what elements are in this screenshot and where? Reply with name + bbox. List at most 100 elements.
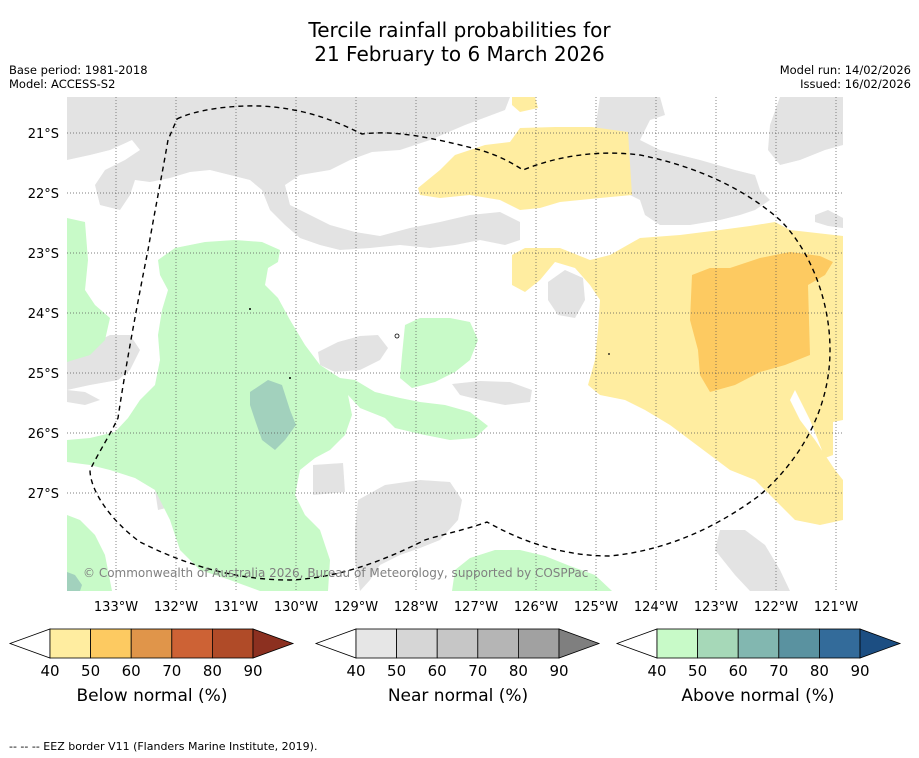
island-marker-4 [608,353,610,355]
colorbar-tick-label: 40 [647,662,666,680]
colorbar-tick-label: 80 [810,662,829,680]
lat-label: 24°S [28,307,59,322]
colorbar-segment [396,628,438,659]
lat-label: 26°S [28,427,59,442]
colorbar-segment [130,628,173,659]
green-region-southwest [67,515,112,591]
lat-label: 27°S [28,487,59,502]
colorbar-tick-label: 50 [387,662,406,680]
colorbar-segment [778,628,820,659]
colorbar-low-extension [615,628,658,659]
above-normal-regions [67,218,612,591]
colour-legends: 40 50 60 70 80 90 40 50 60 70 80 90 40 50 60 70 80 90 [8,628,902,680]
lon-label: 124°W [634,600,678,615]
gray-region-east-top [768,97,843,165]
green-region-west-strip [67,218,110,362]
colorbar-tick-label: 40 [40,662,59,680]
colorbar-tick-label: 80 [203,662,222,680]
meta-right: Model run: 14/02/2026 Issued: 16/02/2026 [780,63,911,91]
lon-label: 126°W [514,600,558,615]
colorbar-segment [171,628,213,659]
below-normal-legend-title: Below normal (%) [76,686,228,706]
above-normal-legend-title: Above normal (%) [681,686,835,706]
orange-region-east [690,252,833,392]
map-area: © Commonwealth of Australia 2026, Bureau… [67,97,843,591]
lon-label: 125°W [574,600,618,615]
near-normal-legend-title: Near normal (%) [387,686,529,706]
gray-region-small-oval [548,270,585,318]
title-line-2: 21 February to 6 March 2026 [314,42,605,66]
below-normal-colorbar: 40 50 60 70 80 90 [8,628,295,680]
eez-border [89,105,831,581]
colorbar-segment [819,628,861,659]
colorbar-tick-label: 70 [162,662,181,680]
latitude-labels: 21°S 22°S 23°S 24°S 25°S 26°S 27°S [28,127,59,502]
near-normal-colorbar: 40 50 60 70 80 90 [314,628,601,680]
model-run: Model run: 14/02/2026 [779,63,911,77]
colorbar-low-extension [314,628,357,659]
gray-region-center-oval [318,335,388,372]
lon-label: 131°W [214,600,258,615]
lat-label: 23°S [28,247,59,262]
longitude-labels: 133°W 132°W 131°W 130°W 129°W 128°W 127°… [94,600,858,615]
gray-region-center-east [452,381,532,405]
colorbar-segment [355,628,397,659]
lon-label: 129°W [334,600,378,615]
lat-label: 21°S [28,127,59,142]
island-marker-1 [249,308,251,310]
colorbar-tick-label: 90 [850,662,869,680]
copyright-text: © Commonwealth of Australia 2026, Bureau… [83,566,588,580]
lon-label: 122°W [754,600,798,615]
colorbar-tick-label: 50 [81,662,100,680]
colorbar-segment [90,628,132,659]
green-region-south [452,550,612,591]
title-line-1: Tercile rainfall probabilities for [308,18,611,42]
meta-left: Base period: 1981-2018 Model: ACCESS-S2 [9,63,148,91]
colorbar-tick-label: 60 [729,662,748,680]
colorbar-segment [477,628,519,659]
colorbar-segment [656,628,698,659]
colorbar-segment [49,628,91,659]
gray-region-southeast [715,530,790,591]
yellow-region-north-spot [512,97,538,112]
colorbar-tick-label: 70 [468,662,487,680]
gray-region-south [355,480,462,591]
lon-label: 132°W [154,600,198,615]
lon-label: 133°W [94,600,138,615]
above-normal-colorbar: 40 50 60 70 80 90 [615,628,902,680]
colorbar-segment [211,628,254,659]
colorbar-segment [436,628,479,659]
colorbar-tick-label: 90 [549,662,568,680]
gridlines [67,97,843,591]
gray-region-northeast [595,97,770,225]
lon-label: 123°W [694,600,738,615]
lon-label: 121°W [814,600,858,615]
base-period: Base period: 1981-2018 [9,63,148,77]
colorbar-tick-label: 70 [769,662,788,680]
colorbar-tick-label: 80 [509,662,528,680]
green-dark-region-southwest [67,572,82,591]
lon-label: 127°W [454,600,498,615]
colorbar-segment [697,628,739,659]
colorbar-high-extension [859,628,902,659]
eez-footnote: -- -- -- EEZ border V11 (Flanders Marine… [9,740,318,753]
colorbar-high-extension [558,628,601,659]
island-marker-3 [394,333,400,339]
colorbar-tick-label: 60 [428,662,447,680]
colorbar-high-extension [252,628,295,659]
chart-title: Tercile rainfall probabilities for 21 Fe… [0,18,919,66]
colorbar-tick-label: 50 [688,662,707,680]
lat-label: 22°S [28,187,59,202]
colorbar-tick-label: 60 [122,662,141,680]
lat-label: 25°S [28,367,59,382]
colorbar-low-extension [8,628,51,659]
lon-label: 128°W [394,600,438,615]
island-marker-2 [289,377,291,379]
colorbar-segment [518,628,560,659]
colorbar-tick-label: 90 [243,662,262,680]
lon-label: 130°W [274,600,318,615]
colorbar-segment [737,628,780,659]
model-name: Model: ACCESS-S2 [9,77,116,91]
gray-region-south-square [313,463,345,495]
